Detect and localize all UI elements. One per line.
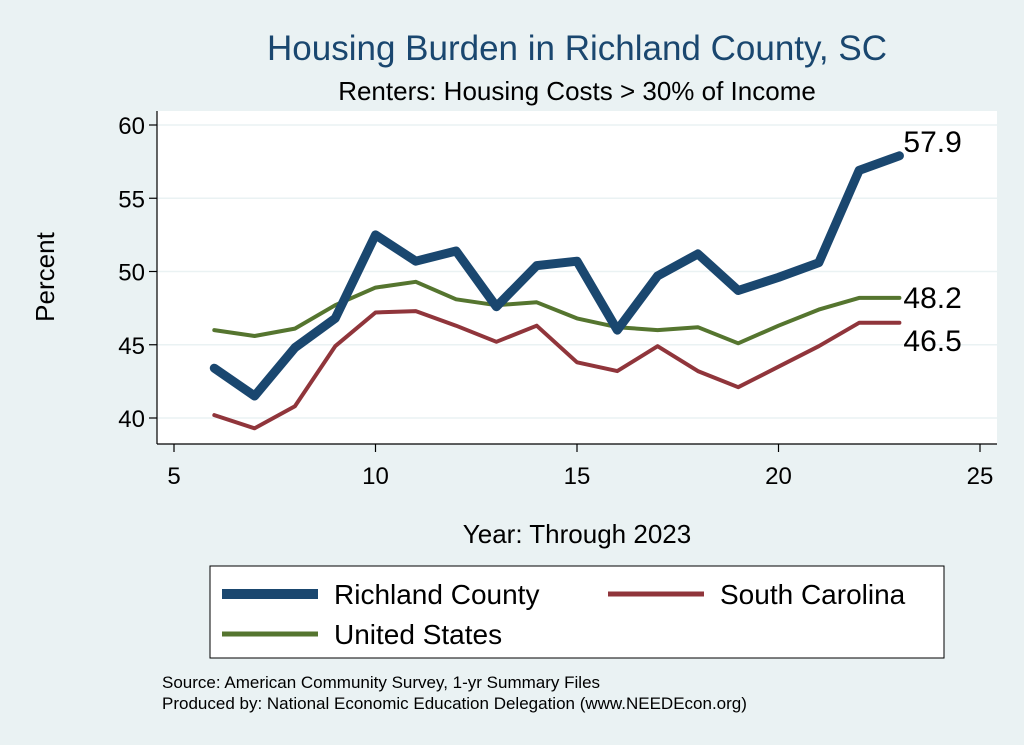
legend-label-south-carolina: South Carolina (720, 579, 906, 610)
end-label-south-carolina: 46.5 (903, 325, 961, 358)
legend-label-united-states: United States (334, 619, 502, 650)
chart-subtitle: Renters: Housing Costs > 30% of Income (338, 76, 816, 106)
x-tick-label: 15 (564, 463, 591, 490)
source-note: Source: American Community Survey, 1-yr … (162, 673, 600, 692)
series-line-united-states (212, 279, 902, 346)
y-axis-label: Percent (30, 231, 60, 321)
y-tick-label: 50 (118, 260, 145, 287)
x-axis-label: Year: Through 2023 (463, 519, 691, 549)
legend: Richland County South Carolina United Stat… (222, 579, 906, 650)
chart-title: Housing Burden in Richland County, SC (267, 29, 887, 68)
producer-note: Produced by: National Economic Education… (162, 694, 747, 713)
end-label-richland: 57.9 (903, 126, 961, 159)
x-tick-label: 10 (362, 463, 389, 490)
x-tick-label: 25 (967, 463, 994, 490)
plot-area (157, 111, 997, 444)
series-line-richland (209, 151, 904, 401)
x-tick-label: 20 (765, 463, 792, 490)
y-tick-label: 40 (118, 406, 145, 433)
y-tick-label: 60 (118, 113, 145, 140)
end-value-annotations: 57.9 46.5 48.2 (903, 126, 961, 358)
series-group (209, 151, 904, 431)
y-tick-label: 55 (118, 186, 145, 213)
legend-label-richland: Richland County (334, 579, 539, 610)
series-line-south-carolina (212, 309, 902, 431)
y-axis-ticks: 40 45 50 55 60 (118, 113, 157, 433)
y-tick-label: 45 (118, 333, 145, 360)
x-tick-label: 5 (167, 463, 180, 490)
legend-box (209, 565, 945, 659)
end-label-united-states: 48.2 (903, 282, 961, 315)
x-axis-ticks: 5 10 15 20 25 (167, 444, 993, 490)
